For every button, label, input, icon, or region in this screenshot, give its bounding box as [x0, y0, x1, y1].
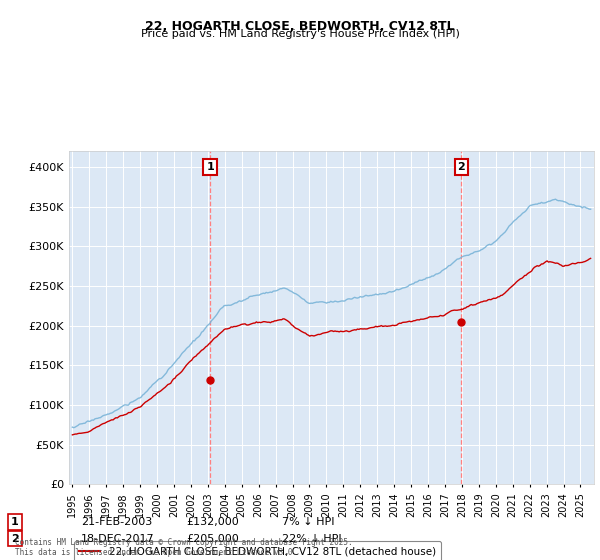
Text: 21-FEB-2003: 21-FEB-2003: [81, 517, 152, 527]
Text: Contains HM Land Registry data © Crown copyright and database right 2025.
This d: Contains HM Land Registry data © Crown c…: [15, 538, 353, 557]
Text: 1: 1: [11, 517, 19, 527]
Text: £205,000: £205,000: [186, 534, 239, 544]
Text: 2: 2: [11, 534, 19, 544]
Text: 22, HOGARTH CLOSE, BEDWORTH, CV12 8TL: 22, HOGARTH CLOSE, BEDWORTH, CV12 8TL: [145, 20, 455, 32]
Text: £132,000: £132,000: [186, 517, 239, 527]
Text: 2: 2: [457, 162, 465, 172]
Text: 18-DEC-2017: 18-DEC-2017: [81, 534, 155, 544]
Text: 1: 1: [206, 162, 214, 172]
Text: 22% ↓ HPI: 22% ↓ HPI: [282, 534, 341, 544]
Text: Price paid vs. HM Land Registry's House Price Index (HPI): Price paid vs. HM Land Registry's House …: [140, 29, 460, 39]
Legend: 22, HOGARTH CLOSE, BEDWORTH, CV12 8TL (detached house), HPI: Average price, deta: 22, HOGARTH CLOSE, BEDWORTH, CV12 8TL (d…: [74, 542, 441, 560]
Text: 7% ↓ HPI: 7% ↓ HPI: [282, 517, 335, 527]
